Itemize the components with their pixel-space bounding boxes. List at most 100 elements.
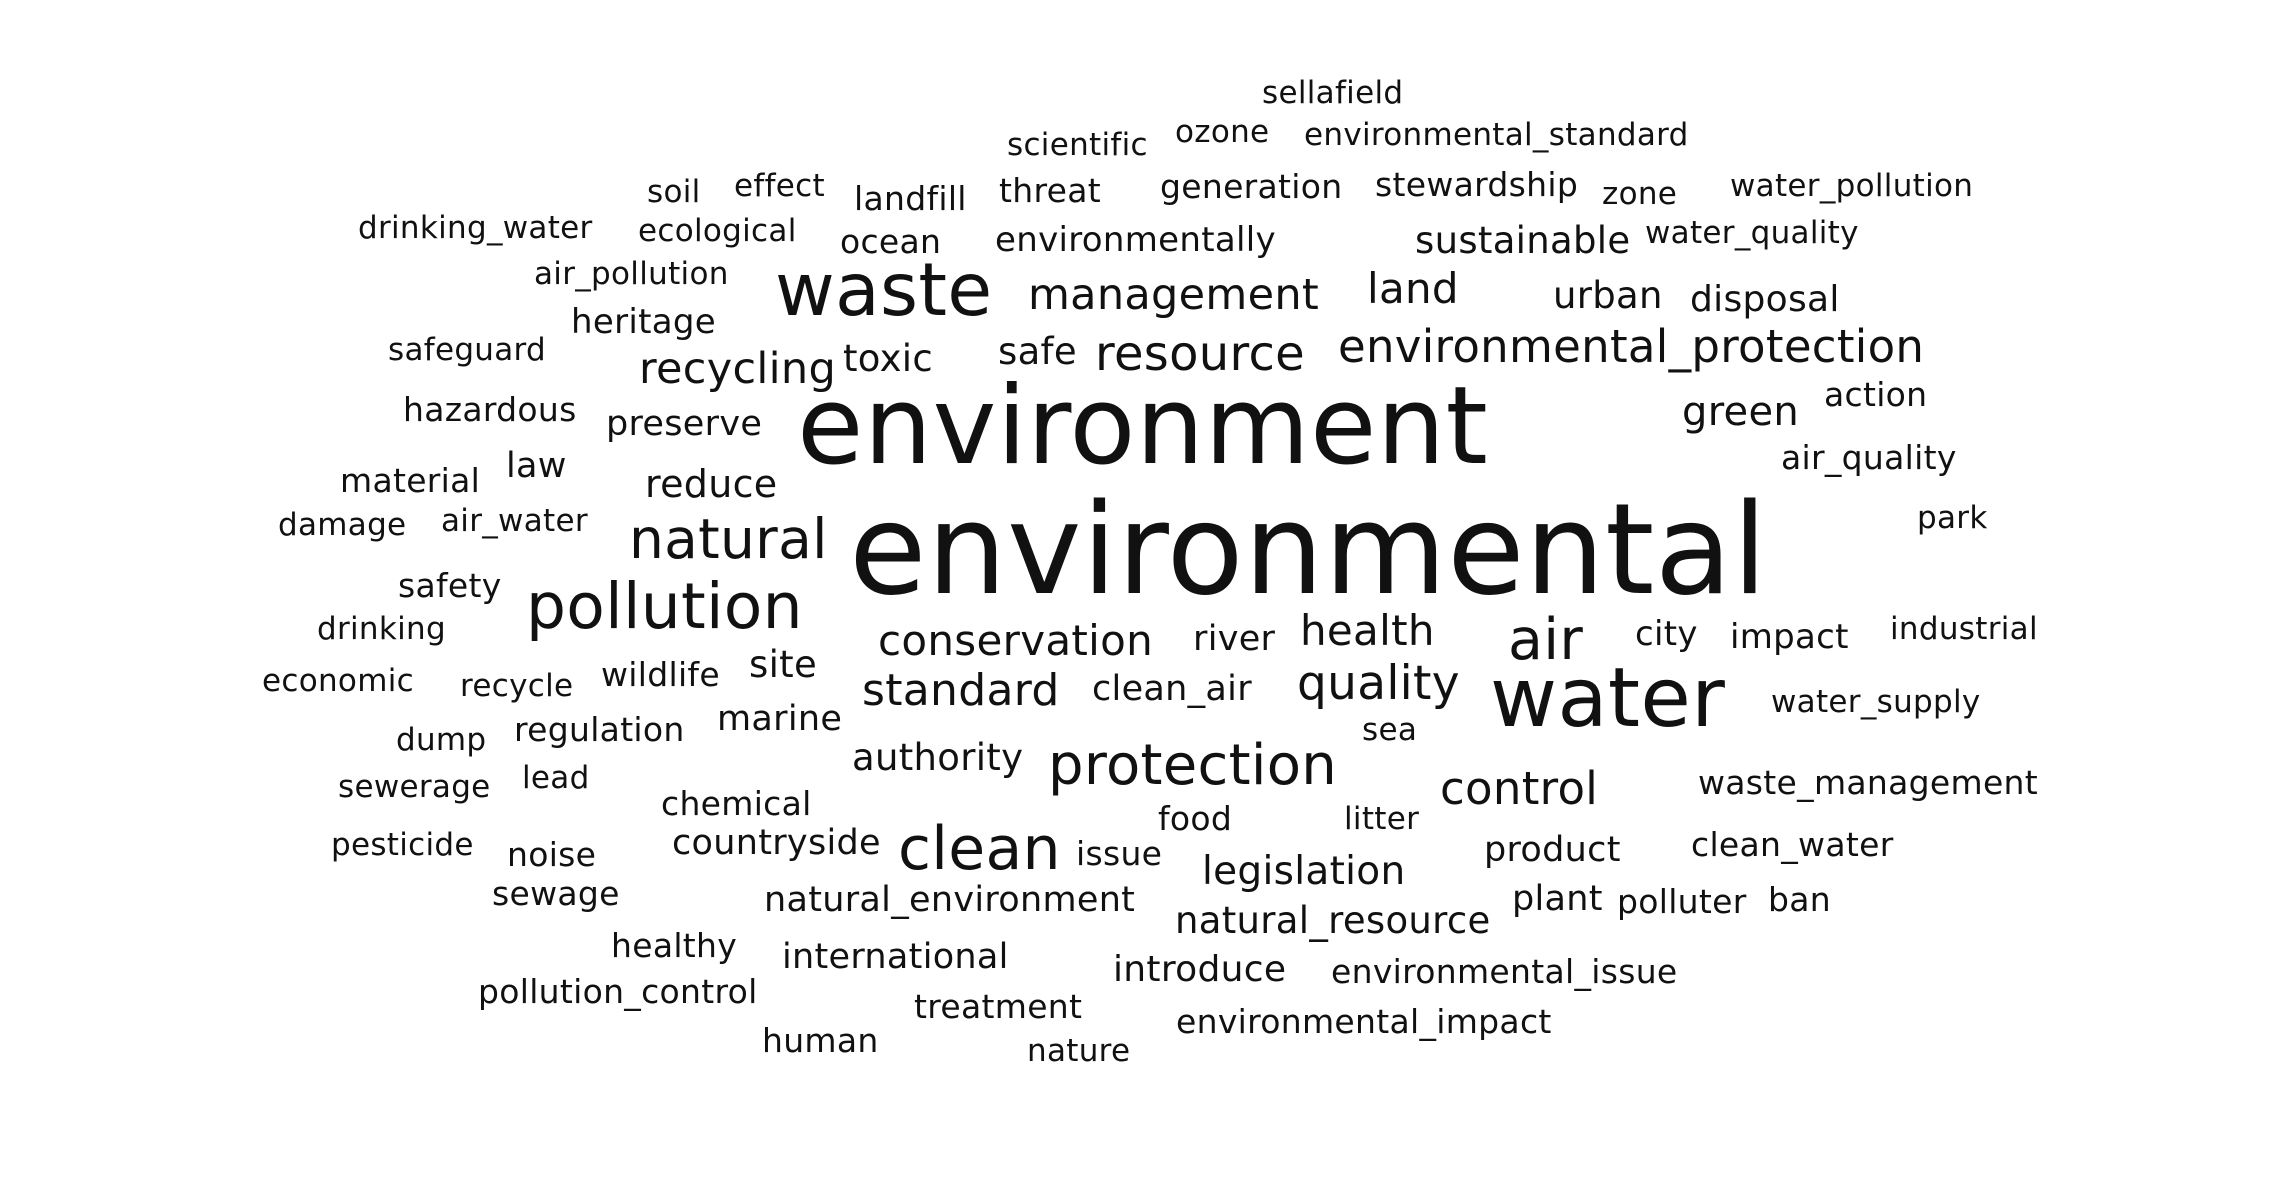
word: pollution_control	[478, 972, 758, 1011]
word: chemical	[661, 784, 812, 823]
word: recycling	[639, 344, 837, 394]
word: environmental_standard	[1304, 117, 1689, 153]
word: scientific	[1007, 127, 1148, 163]
word: safeguard	[388, 332, 547, 368]
word: zone	[1602, 176, 1678, 212]
word: quality	[1297, 656, 1460, 711]
word: sea	[1362, 712, 1418, 748]
word: clean_air	[1092, 669, 1252, 709]
word: reduce	[645, 462, 778, 506]
word: authority	[852, 736, 1024, 779]
word: clean	[898, 814, 1061, 884]
word: sustainable	[1415, 219, 1631, 262]
word: river	[1193, 619, 1276, 659]
word: protection	[1048, 733, 1338, 798]
word: introduce	[1113, 949, 1287, 990]
word: environmental	[849, 476, 1768, 623]
word: food	[1158, 799, 1233, 838]
word: law	[506, 446, 567, 486]
word: recycle	[460, 668, 574, 704]
word: ocean	[840, 222, 942, 261]
word: standard	[862, 665, 1060, 716]
word: waste	[775, 248, 993, 333]
word: industrial	[1890, 611, 2038, 647]
word: soil	[647, 174, 701, 210]
word: resource	[1095, 326, 1306, 382]
word: heritage	[571, 302, 716, 342]
word: natural_resource	[1175, 899, 1491, 942]
word: environmental_impact	[1176, 1002, 1552, 1041]
word: impact	[1730, 617, 1849, 657]
word: control	[1440, 762, 1599, 815]
word: environmentally	[995, 220, 1276, 260]
word: site	[749, 643, 818, 686]
word: air_quality	[1781, 438, 1957, 477]
word: international	[782, 937, 1009, 977]
word: conservation	[878, 616, 1154, 665]
word: pollution	[526, 570, 803, 643]
word: hazardous	[403, 390, 577, 429]
word: issue	[1076, 834, 1163, 873]
word: nature	[1027, 1033, 1131, 1069]
word: environmental_protection	[1338, 320, 1925, 373]
word: urban	[1553, 274, 1663, 317]
word: park	[1917, 500, 1988, 536]
word: management	[1028, 270, 1320, 320]
word: safety	[398, 566, 502, 605]
word: wildlife	[601, 655, 720, 694]
word: land	[1367, 264, 1459, 313]
word: legislation	[1202, 849, 1406, 894]
word: water_pollution	[1730, 168, 1974, 204]
word: safe	[998, 330, 1077, 373]
word: plant	[1512, 879, 1603, 919]
word: litter	[1344, 801, 1420, 837]
word: disposal	[1690, 279, 1840, 320]
word: economic	[262, 663, 414, 699]
word: water_quality	[1645, 215, 1859, 251]
word: health	[1300, 606, 1435, 655]
word: noise	[507, 835, 597, 874]
word: sewage	[492, 874, 620, 913]
word: action	[1824, 375, 1928, 414]
word: air_water	[441, 503, 588, 539]
word: regulation	[514, 710, 685, 749]
word: water_supply	[1771, 684, 1981, 720]
word: air_pollution	[534, 256, 729, 292]
word: natural	[629, 507, 828, 571]
word: dump	[396, 722, 487, 758]
word: healthy	[611, 926, 738, 965]
word: drinking_water	[358, 210, 593, 246]
word: sellafield	[1262, 75, 1404, 111]
word: preserve	[606, 404, 763, 444]
word: threat	[999, 171, 1101, 210]
word: water	[1490, 651, 1726, 746]
word: countryside	[672, 823, 881, 863]
word: treatment	[914, 987, 1083, 1026]
word: human	[762, 1021, 879, 1060]
word: landfill	[854, 179, 967, 218]
word: natural_environment	[764, 880, 1136, 920]
word: generation	[1160, 167, 1343, 206]
word: drinking	[317, 611, 446, 647]
word: environmental_issue	[1331, 952, 1678, 991]
word: green	[1682, 389, 1800, 435]
word: material	[340, 461, 481, 500]
word: ecological	[638, 213, 797, 249]
word: damage	[278, 507, 407, 543]
word: stewardship	[1375, 165, 1579, 204]
word: marine	[717, 699, 843, 739]
word: product	[1484, 830, 1621, 870]
word: polluter	[1617, 882, 1747, 921]
word: clean_water	[1691, 825, 1894, 864]
word: lead	[522, 760, 590, 796]
word: air	[1508, 607, 1584, 673]
word: city	[1635, 614, 1698, 654]
word: toxic	[843, 337, 934, 380]
word: ban	[1768, 880, 1831, 919]
word: effect	[734, 168, 825, 204]
word: pesticide	[331, 827, 474, 863]
word: sewerage	[338, 769, 491, 805]
word: waste_management	[1698, 763, 2039, 802]
word: environment	[797, 364, 1489, 489]
